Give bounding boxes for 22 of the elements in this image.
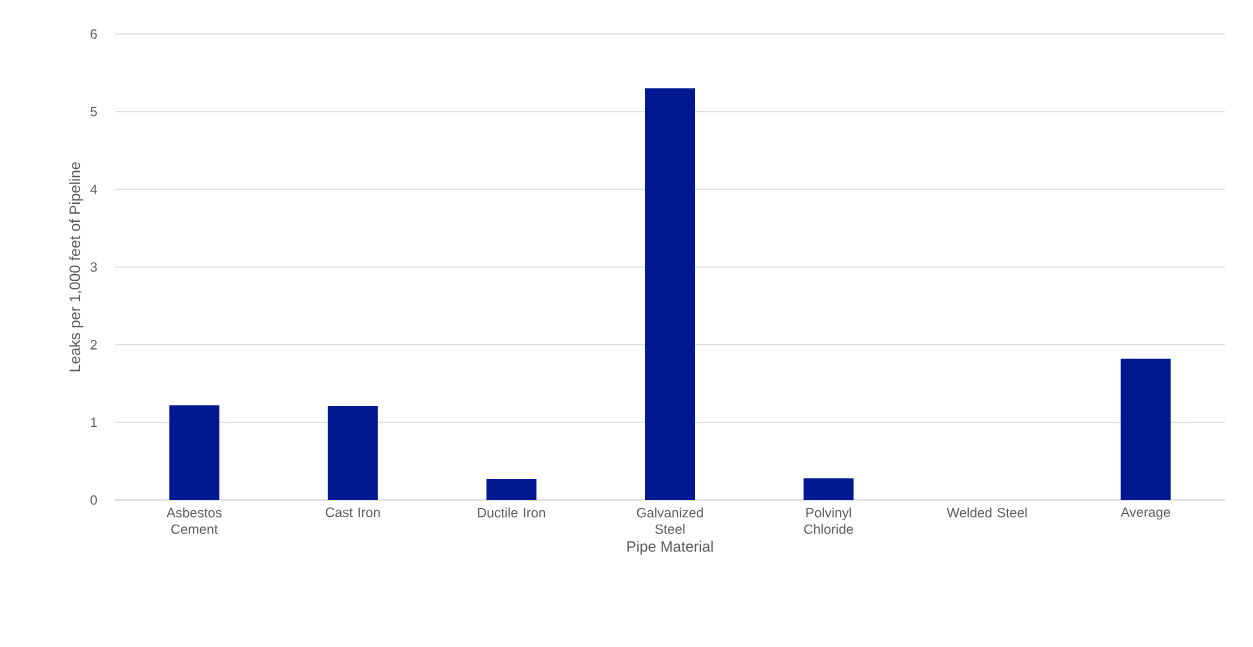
x-axis-title: Pipe Material bbox=[627, 540, 713, 555]
x-tick-label: Asbestos Cement bbox=[166, 507, 222, 534]
y-tick-label: 0 bbox=[90, 495, 97, 505]
y-tick-label: 4 bbox=[90, 184, 98, 194]
y-tick-label: 2 bbox=[90, 339, 97, 350]
y-tick-label: 1 bbox=[91, 417, 97, 427]
bar bbox=[486, 479, 537, 500]
bar bbox=[1120, 358, 1171, 500]
bar bbox=[327, 406, 378, 500]
x-tick-label: Polvinyl Chloride bbox=[804, 507, 854, 534]
bar bbox=[803, 478, 854, 500]
x-tick-label: Galvanized Steel bbox=[636, 507, 703, 534]
bar bbox=[169, 405, 220, 500]
x-tick-label: Ductile Iron bbox=[478, 507, 546, 518]
y-tick-label: 5 bbox=[90, 106, 97, 117]
x-tick-label: Cast Iron bbox=[325, 507, 380, 518]
y-tick-label: 3 bbox=[90, 262, 97, 272]
y-axis-title: Leaks per 1,000 feet of Pipeline bbox=[69, 162, 84, 372]
x-tick-label: Welded Steel bbox=[946, 507, 1027, 518]
x-tick-label: Average bbox=[1120, 507, 1171, 520]
bar bbox=[645, 88, 695, 500]
y-tick-label: 6 bbox=[90, 29, 97, 39]
